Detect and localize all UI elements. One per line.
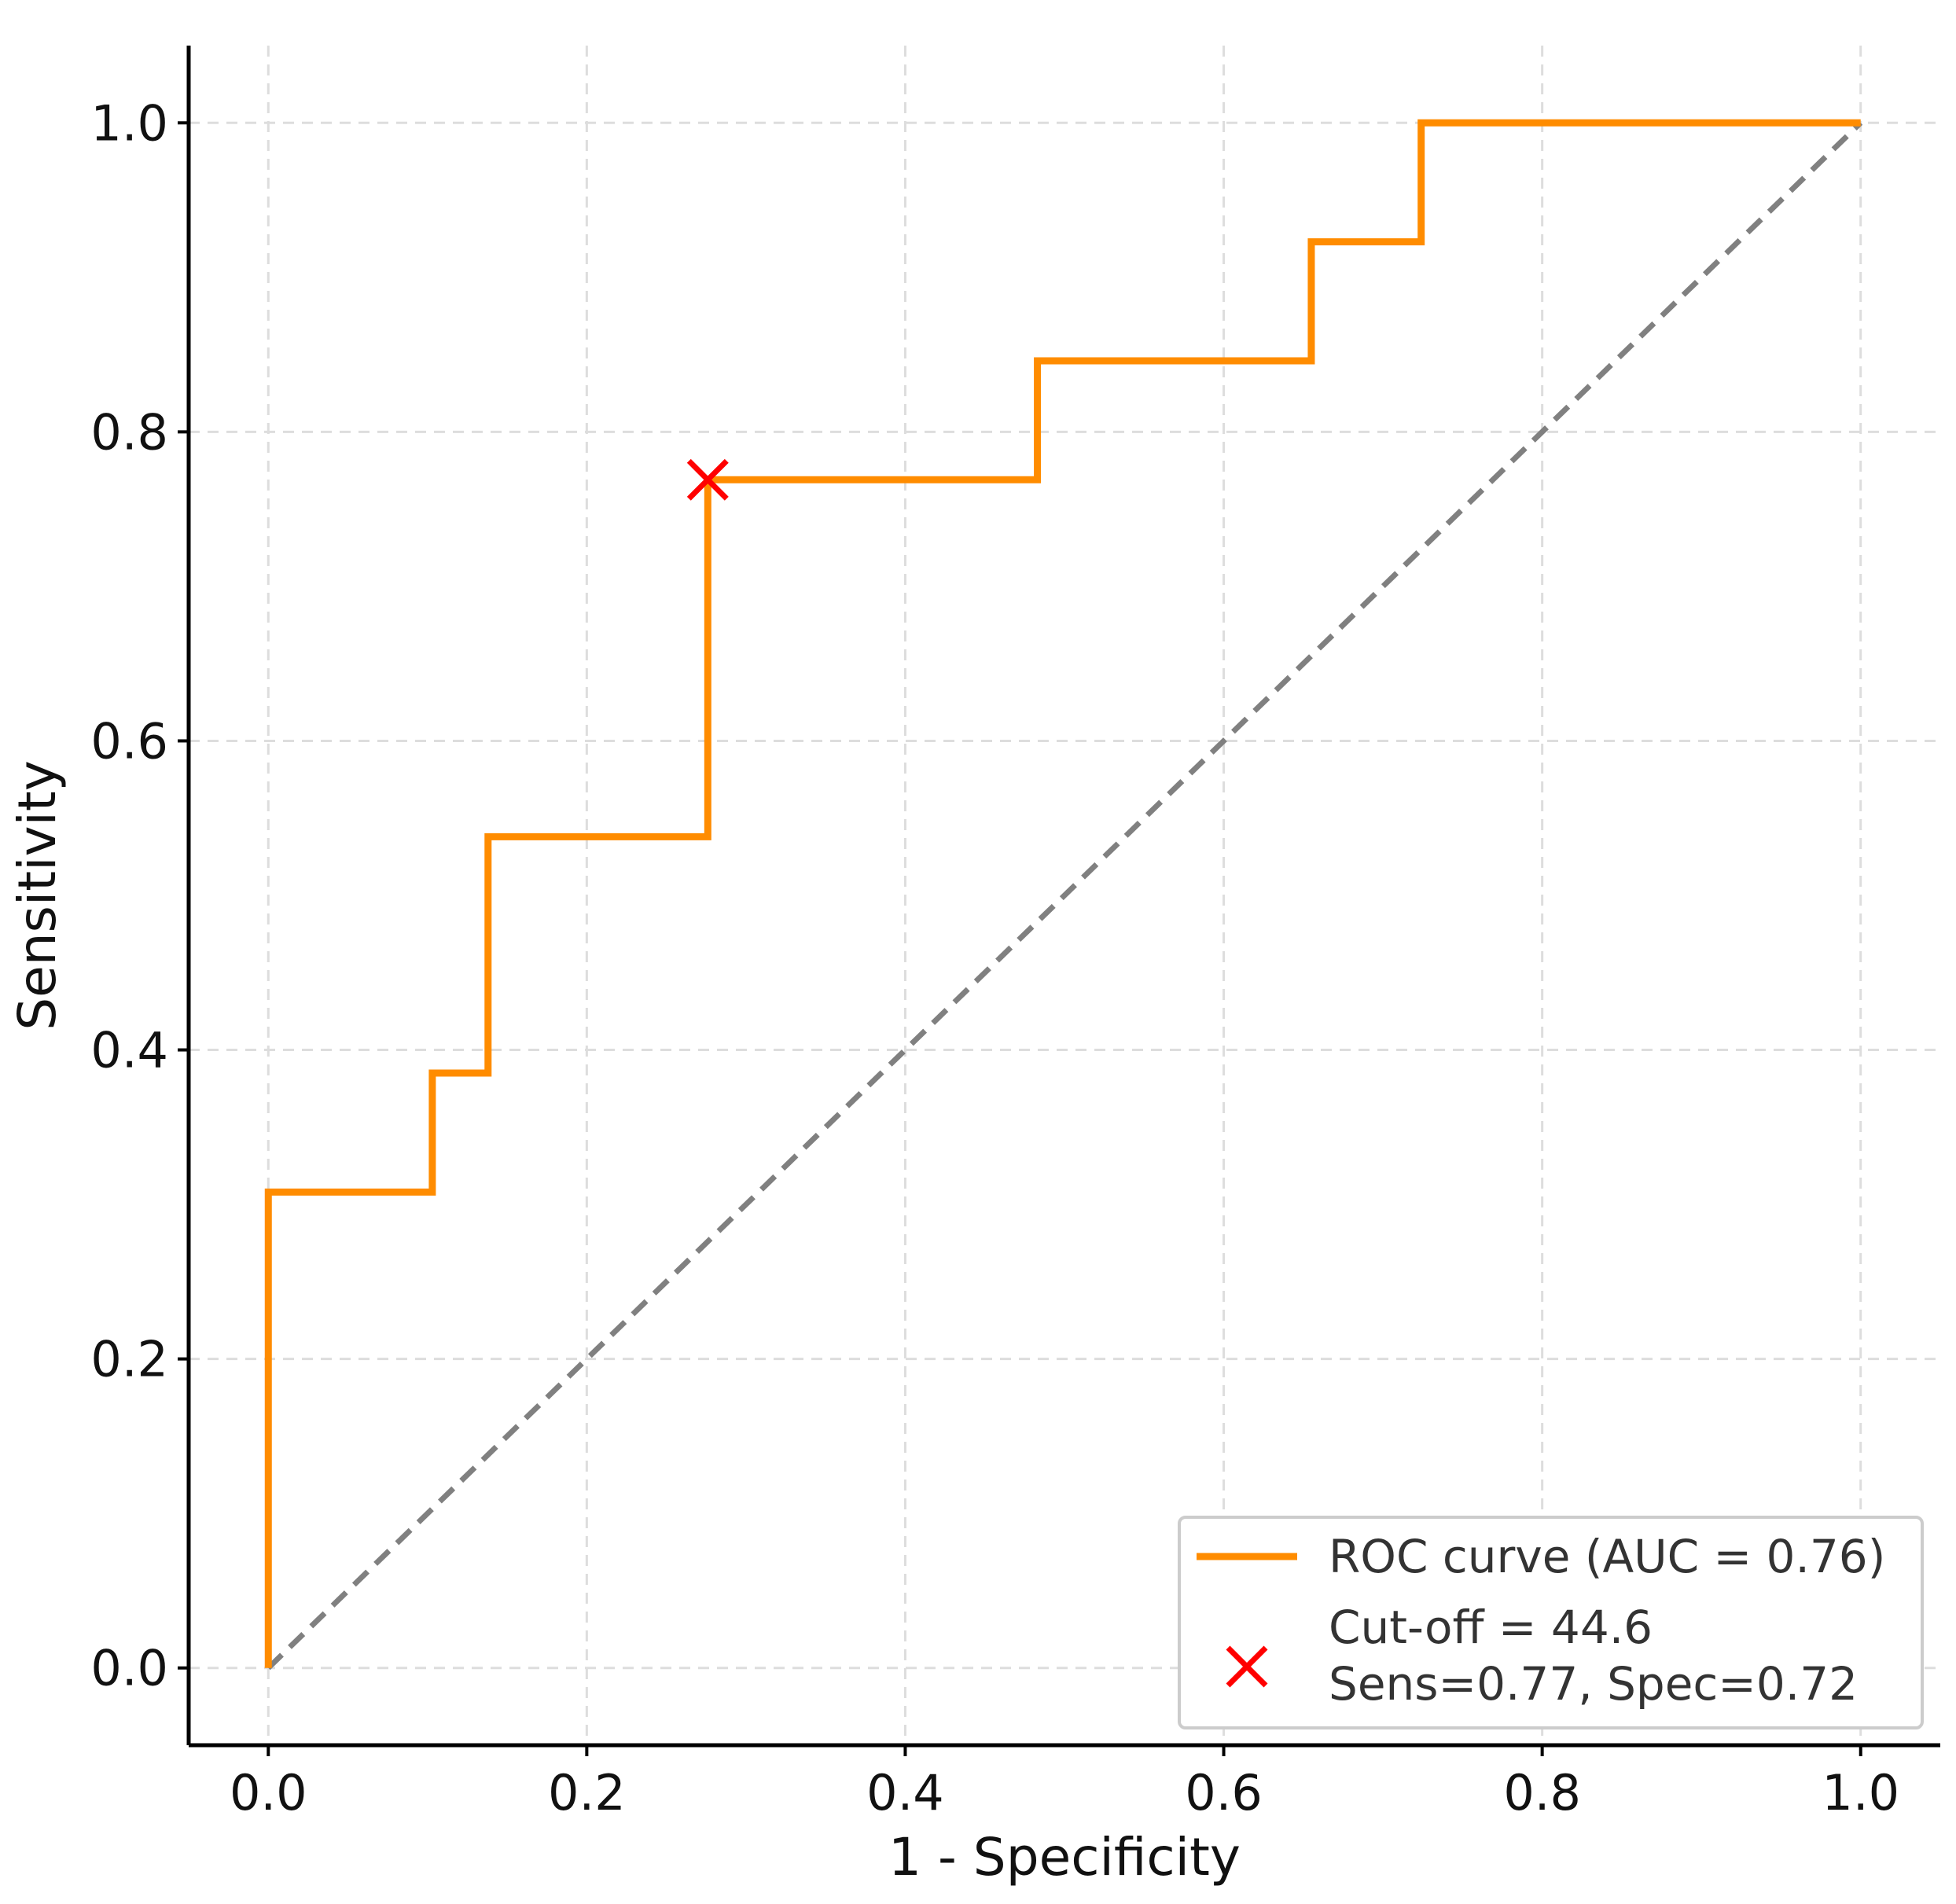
grid — [189, 46, 1940, 1745]
y-tick-label: 0.4 — [90, 1022, 168, 1079]
x-tick-label: 0.0 — [230, 1764, 307, 1821]
y-ticks: 0.0 0.2 0.4 0.6 0.8 1.0 — [90, 94, 189, 1697]
cutoff-marker-stroke-b — [686, 458, 729, 501]
y-tick-label: 1.0 — [90, 94, 168, 152]
legend: ROC curve (AUC = 0.76) Cut-off = 44.6 Se… — [1178, 1516, 1924, 1729]
legend-roc-label: ROC curve (AUC = 0.76) — [1329, 1530, 1885, 1583]
y-tick-label: 0.6 — [90, 712, 168, 770]
x-tick-label: 0.2 — [548, 1764, 626, 1821]
cutoff-marker-group — [686, 458, 729, 501]
legend-cutoff-swatch — [1226, 1645, 1268, 1688]
x-tick-label: 0.8 — [1503, 1764, 1581, 1821]
axes — [186, 46, 1940, 1748]
chance-diagonal-line — [266, 120, 1863, 1671]
x-tick-label: 0.6 — [1185, 1764, 1263, 1821]
y-tick-label: 0.2 — [90, 1331, 168, 1388]
x-tick-label: 1.0 — [1822, 1764, 1899, 1821]
legend-cutoff-stats: Sens=0.77, Spec=0.72 — [1329, 1657, 1858, 1711]
x-ticks: 0.0 0.2 0.4 0.6 0.8 1.0 — [230, 1745, 1899, 1821]
x-axis-label: 1 - Specificity — [888, 1827, 1241, 1887]
legend-box — [1178, 1516, 1924, 1729]
y-tick-label: 0.8 — [90, 403, 168, 461]
legend-cutoff-label: Cut-off = 44.6 — [1329, 1601, 1653, 1654]
chance-line-group — [266, 120, 1863, 1671]
legend-x-stroke-b — [1226, 1645, 1268, 1688]
y-tick-label: 0.0 — [90, 1640, 168, 1697]
y-axis-label: Sensitivity — [7, 760, 68, 1031]
x-tick-label: 0.4 — [866, 1764, 944, 1821]
